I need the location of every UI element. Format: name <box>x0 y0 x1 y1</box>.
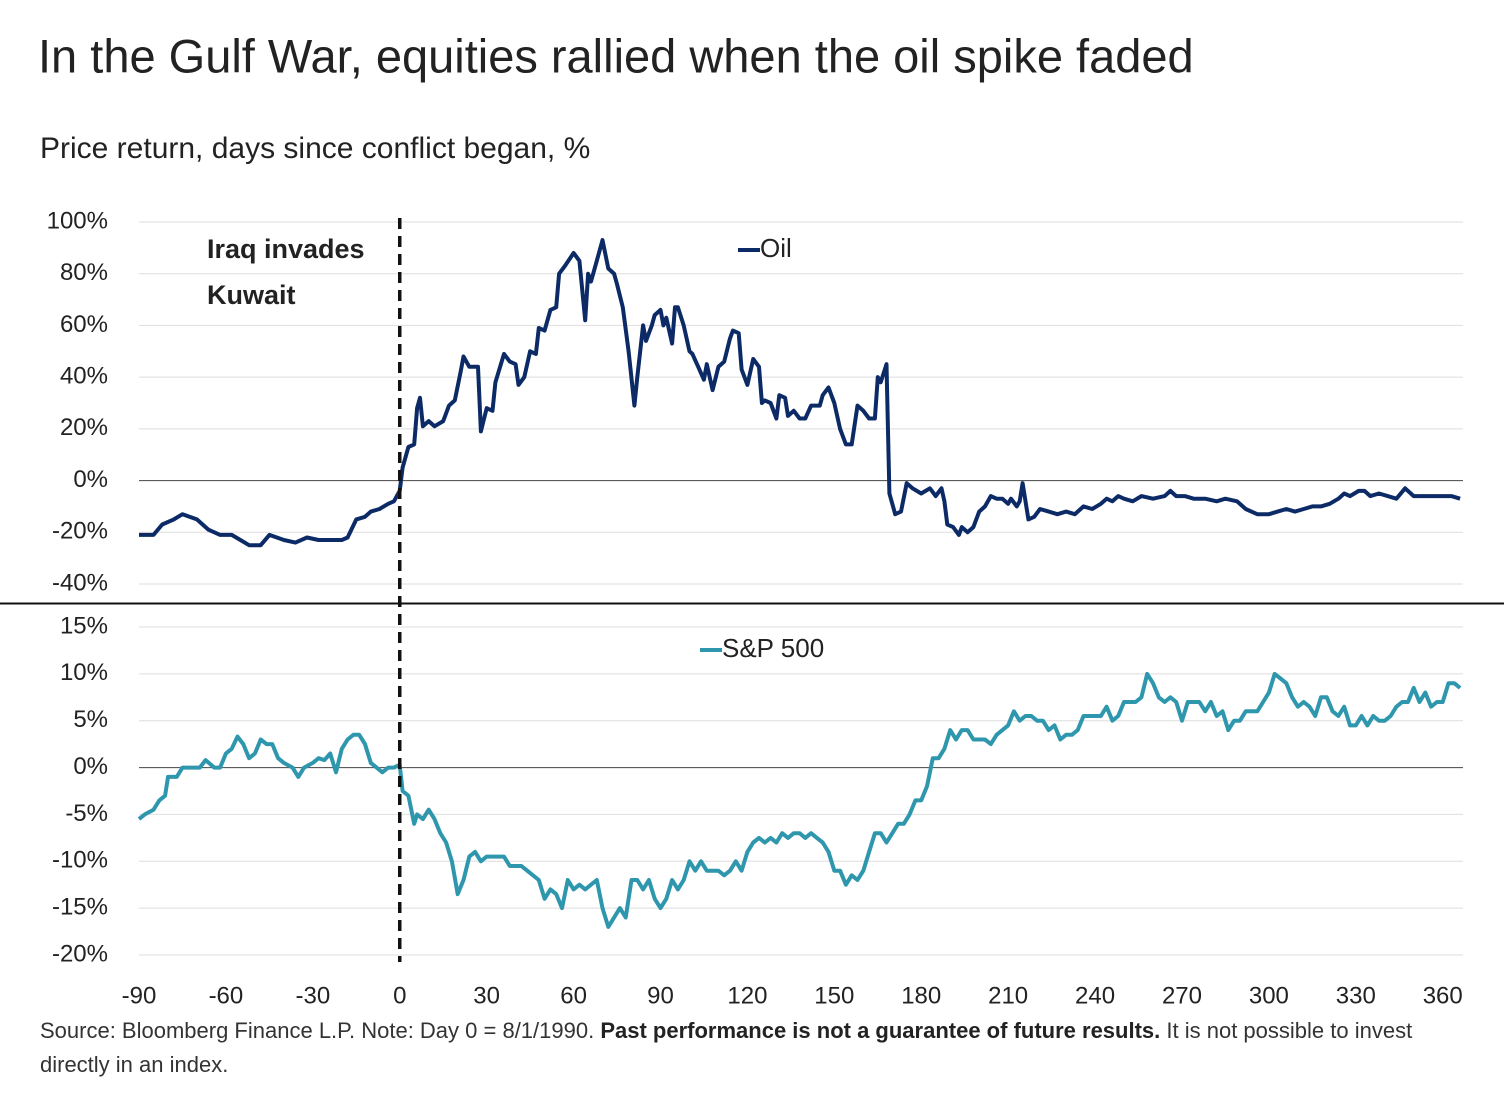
x-tick-label: 210 <box>988 982 1028 1009</box>
series-line <box>137 671 1462 929</box>
y-tick-label: -40% <box>52 569 108 596</box>
y-tick-label: 60% <box>60 311 108 338</box>
y-tick-label: -20% <box>52 518 108 545</box>
legend-label: S&P 500 <box>722 633 824 663</box>
y-tick-label: 15% <box>60 612 108 639</box>
chart-subtitle: Price return, days since conflict began,… <box>40 132 590 165</box>
x-tick-label: 330 <box>1336 982 1376 1009</box>
annotation: Iraq invades <box>207 234 365 264</box>
footnote: Source: Bloomberg Finance L.P. Note: Day… <box>40 1014 1460 1082</box>
y-tick-label: 0% <box>73 466 108 493</box>
x-tick-label: 60 <box>560 982 587 1009</box>
x-tick-label: 300 <box>1249 982 1289 1009</box>
y-tick-label: 100% <box>47 207 108 234</box>
x-tick-label: 180 <box>901 982 941 1009</box>
chart-title: In the Gulf War, equities rallied when t… <box>38 29 1194 82</box>
x-tick-label: 360 <box>1423 982 1463 1009</box>
x-tick-label: -90 <box>122 982 157 1009</box>
footnote-bold: Past performance is not a guarantee of f… <box>600 1018 1161 1043</box>
footnote-text: Source: Bloomberg Finance L.P. Note: Day… <box>40 1018 595 1043</box>
x-tick-label: 90 <box>647 982 674 1009</box>
x-tick-label: 120 <box>727 982 767 1009</box>
y-tick-label: -20% <box>52 940 108 967</box>
footnote-text: It is not possible to invest directly in… <box>40 1018 1413 1077</box>
x-tick-label: -30 <box>295 982 330 1009</box>
y-tick-label: 80% <box>60 259 108 286</box>
x-tick-label: -60 <box>209 982 244 1009</box>
legend-label: Oil <box>760 233 792 263</box>
y-tick-label: -15% <box>52 893 108 920</box>
y-tick-label: 0% <box>73 753 108 780</box>
y-tick-label: 5% <box>73 706 108 733</box>
y-tick-label: -10% <box>52 847 108 874</box>
series-line <box>139 238 1461 548</box>
x-tick-label: 0 <box>393 982 406 1009</box>
y-tick-label: 20% <box>60 414 108 441</box>
y-tick-label: 40% <box>60 362 108 389</box>
y-tick-label: 10% <box>60 659 108 686</box>
y-tick-label: -5% <box>65 800 108 827</box>
x-tick-label: 150 <box>814 982 854 1009</box>
x-tick-label: 270 <box>1162 982 1202 1009</box>
x-tick-label: 240 <box>1075 982 1115 1009</box>
x-tick-label: 30 <box>473 982 500 1009</box>
annotation: Kuwait <box>207 280 296 310</box>
